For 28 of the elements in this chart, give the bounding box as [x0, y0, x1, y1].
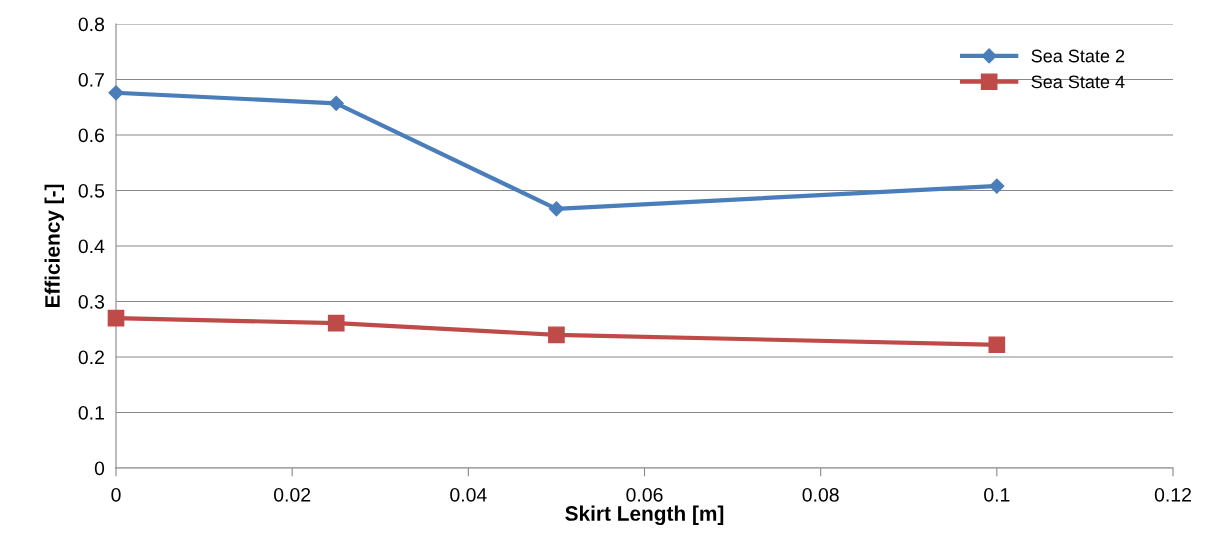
y-tick-label: 0.5 [78, 183, 105, 198]
y-tick-label: 0.2 [78, 350, 104, 365]
y-axis-title: Efficiency [-] [44, 184, 64, 308]
point [107, 309, 125, 327]
point [989, 178, 1005, 194]
y-tick-label: 0.8 [78, 17, 105, 32]
point [327, 314, 345, 332]
legend-label: Sea State 2 [1031, 49, 1125, 63]
point [328, 95, 344, 111]
x-tick-label: 0.12 [1154, 487, 1191, 502]
legend-label: Sea State 4 [1031, 75, 1125, 89]
x-tick-label: 0.1 [984, 487, 1010, 502]
x-tick-label: 0.08 [802, 487, 839, 502]
x-tick-label: 0 [111, 487, 121, 502]
y-tick-label: 0.3 [78, 294, 105, 309]
x-tick-label: 0.04 [450, 487, 487, 502]
y-tick-label: 0 [94, 461, 105, 476]
x-tick-label: 0.06 [626, 487, 663, 502]
y-tick-label: 0.7 [78, 72, 104, 87]
point [988, 336, 1006, 354]
x-axis-title: Skirt Length [m] [565, 505, 724, 526]
y-tick-label: 0.6 [78, 128, 105, 143]
y-tick-label: 0.1 [78, 405, 104, 420]
y-tick-label: 0.4 [78, 239, 105, 254]
point [548, 201, 564, 217]
point [548, 326, 565, 344]
x-tick-label: 0.02 [274, 487, 311, 502]
point [108, 85, 124, 101]
